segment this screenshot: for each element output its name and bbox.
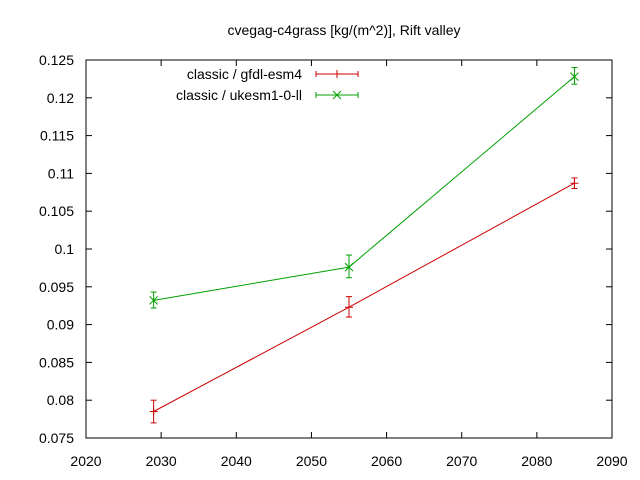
series-2 bbox=[149, 67, 579, 309]
legend-entry-1: classic / gfdl-esm4 bbox=[187, 66, 359, 82]
y-tick-label: 0.085 bbox=[39, 354, 74, 370]
plot-frame bbox=[85, 59, 613, 439]
legend-marker bbox=[333, 70, 341, 78]
data-point bbox=[149, 296, 158, 305]
x-tick-label: 2050 bbox=[296, 453, 327, 469]
data-point bbox=[344, 262, 354, 272]
y-tick-label: 0.095 bbox=[39, 279, 74, 295]
y-tick-label: 0.1 bbox=[55, 241, 75, 257]
marker-stroke bbox=[332, 90, 342, 100]
marker-stroke bbox=[149, 296, 158, 305]
x-tick-label: 2090 bbox=[596, 453, 627, 469]
legend-entry-2: classic / ukesm1-0-ll bbox=[176, 87, 359, 103]
x-tick-label: 2060 bbox=[371, 453, 402, 469]
y-tick-label: 0.105 bbox=[39, 203, 74, 219]
y-tick-label: 0.08 bbox=[47, 392, 74, 408]
series-line bbox=[153, 76, 575, 301]
y-tick-label: 0.12 bbox=[47, 90, 74, 106]
data-point bbox=[149, 407, 158, 416]
legend-label: classic / ukesm1-0-ll bbox=[176, 87, 302, 103]
y-tick-label: 0.115 bbox=[40, 128, 74, 144]
series-line bbox=[153, 182, 575, 412]
x-tick-label: 2020 bbox=[70, 453, 101, 469]
x-tick-label: 2030 bbox=[146, 453, 177, 469]
x-tick-label: 2040 bbox=[221, 453, 252, 469]
y-tick-label: 0.09 bbox=[47, 317, 74, 333]
series-layer bbox=[149, 67, 579, 424]
data-point bbox=[345, 303, 353, 312]
x-tick-label: 2080 bbox=[521, 453, 552, 469]
series-1 bbox=[149, 177, 579, 424]
y-tick-label: 0.125 bbox=[39, 52, 74, 68]
legend-label: classic / gfdl-esm4 bbox=[187, 66, 302, 82]
chart-title: cvegag-c4grass [kg/(m^2)], Rift valley bbox=[228, 22, 461, 38]
marker-stroke bbox=[344, 262, 354, 272]
x-tick-label: 2070 bbox=[446, 453, 477, 469]
y-tick-label: 0.11 bbox=[48, 165, 74, 181]
data-point bbox=[570, 72, 579, 81]
axis-ticks: 2020 2030 2040 2050 2060 2070 2080 2090 0.075 0.0… bbox=[39, 52, 628, 469]
legend-marker bbox=[332, 90, 342, 100]
y-tick-label: 0.075 bbox=[39, 430, 74, 446]
data-point bbox=[570, 179, 579, 188]
legend: classic / gfdl-esm4 classic / ukesm1-0-ll bbox=[176, 66, 359, 103]
marker-stroke bbox=[570, 72, 579, 81]
